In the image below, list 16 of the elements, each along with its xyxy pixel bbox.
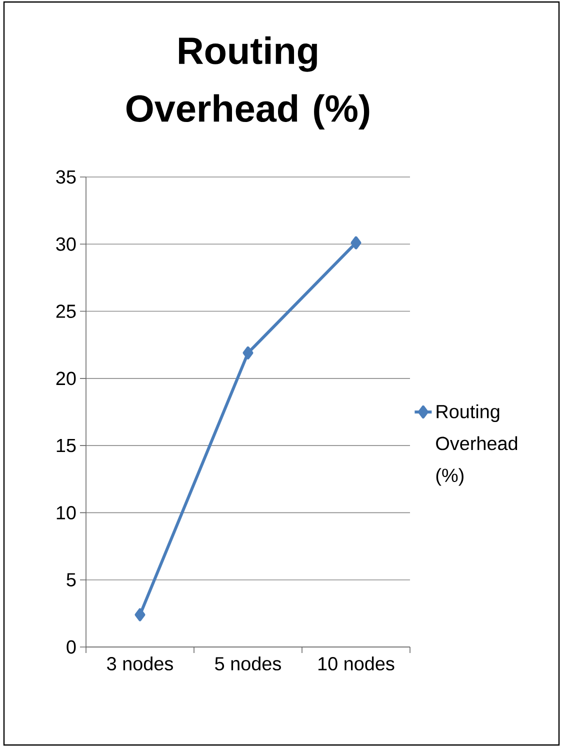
point — [350, 236, 362, 250]
y-tick-label: 30 — [56, 237, 76, 251]
point — [242, 346, 254, 360]
point — [134, 608, 146, 622]
x-tick-label: 10 nodes — [318, 656, 394, 670]
y-tick-label: 20 — [56, 372, 76, 386]
y-tick-label: 0 — [66, 640, 76, 654]
x-tick-label: 5 nodes — [215, 656, 281, 670]
y-tick-label: 10 — [56, 506, 76, 520]
y-tick-label: 5 — [66, 573, 76, 586]
x-tick-label: 3 nodes — [107, 656, 173, 670]
y-tick-label: 15 — [56, 438, 76, 452]
chart-title: Routing Overhead (%) — [126, 36, 370, 130]
legend-label: Routing Overhead (%) — [436, 404, 518, 486]
y-tick-label: 25 — [56, 304, 76, 318]
y-tick-label: 35 — [56, 170, 76, 184]
